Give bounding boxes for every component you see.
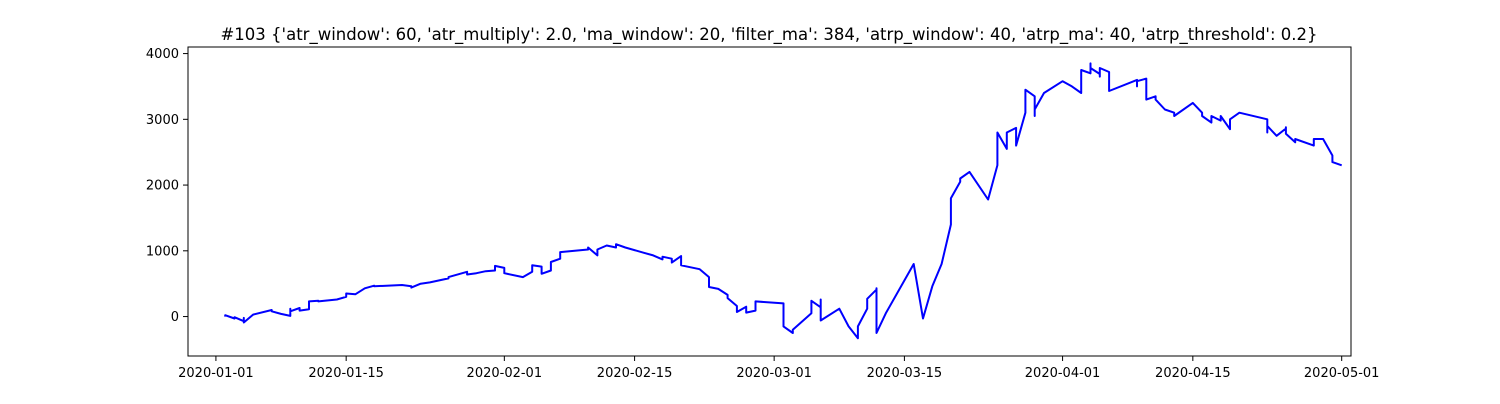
axes-frame xyxy=(187,46,1352,357)
x-tick-label: 2020-01-01 xyxy=(178,366,254,381)
y-tick-label: 3000 xyxy=(146,113,179,128)
x-tick-label: 2020-04-01 xyxy=(1025,366,1101,381)
plot-area xyxy=(224,62,1343,340)
x-axis: 2020-01-01 2020-01-15 2020-02-01 2020-02-15… xyxy=(178,356,1379,381)
chart-title: #103 {'atr_window': 60, 'atr_multiply': … xyxy=(220,25,1317,45)
x-tick-label: 2020-05-01 xyxy=(1304,366,1380,381)
x-tick-label: 2020-02-01 xyxy=(467,366,543,381)
y-tick-label: 0 xyxy=(171,310,179,325)
y-tick-label: 2000 xyxy=(146,179,179,194)
y-tick-label: 1000 xyxy=(146,244,179,259)
y-axis: 0 1000 2000 3000 4000 xyxy=(146,47,188,325)
series-line xyxy=(224,62,1343,340)
x-tick-label: 2020-03-01 xyxy=(736,366,812,381)
x-tick-label: 2020-04-15 xyxy=(1155,366,1231,381)
x-tick-label: 2020-01-15 xyxy=(308,366,384,381)
y-tick-label: 4000 xyxy=(146,47,179,62)
x-tick-label: 2020-03-15 xyxy=(867,366,943,381)
x-tick-label: 2020-02-15 xyxy=(597,366,673,381)
